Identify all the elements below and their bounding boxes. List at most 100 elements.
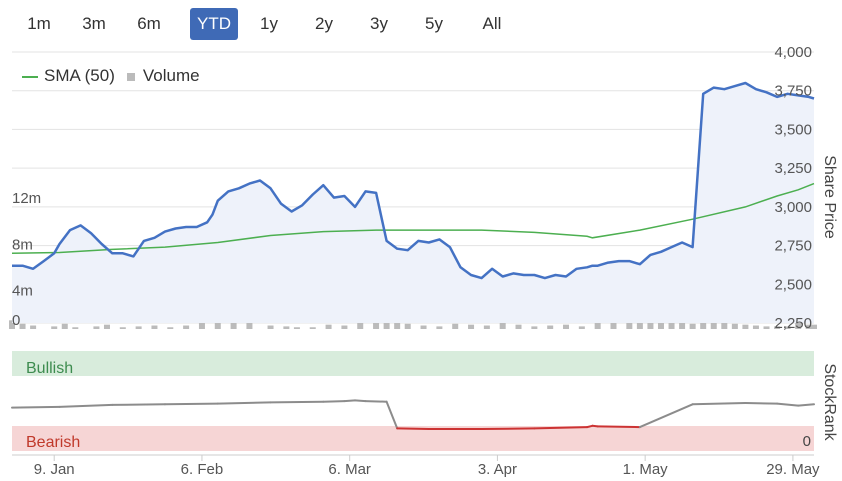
volume-bar [51,326,58,329]
volume-bar [394,320,401,329]
y-tick-label: 3,250 [774,160,812,177]
stockrank-panel: Bullish Bearish 0 StockRank [11,351,838,451]
sma-polyline [11,182,815,255]
volume-bar [9,320,15,329]
volume-bar [404,323,411,329]
volume-tick-label: 4m [12,283,33,300]
bullish-label: Bullish [26,360,73,377]
stockrank-segment [11,405,61,409]
volume-bar [578,326,585,329]
range-button-all[interactable]: All [482,14,502,33]
volume-bar [93,326,100,329]
stockrank-segment [164,402,219,406]
volume-bar [515,324,522,329]
sma-line [11,182,815,255]
stockrank-segment [638,403,694,429]
volume-bar [198,320,205,329]
range-button-1m[interactable]: 1m [27,14,51,33]
volume-bar [420,325,427,329]
range-button-3m[interactable]: 3m [82,14,106,33]
range-button-ytd[interactable]: YTD [190,8,238,40]
stockrank-segment [533,426,589,430]
stockrank-zero-label: 0 [803,433,811,450]
x-tick-label: 1. May [623,461,669,478]
volume-bar [795,322,802,329]
price-polyline [12,81,815,280]
volume-bar [19,323,26,329]
stockrank-segment [322,400,346,403]
stockrank-segment [797,403,815,407]
y-tick-label: 3,500 [774,121,812,138]
price-area [12,83,814,323]
chart-legend: SMA (50) Volume [22,66,212,86]
volume-bar [742,324,749,329]
volume-bar [811,324,817,329]
bearish-band [12,426,814,451]
volume-bar [246,321,253,329]
volume-bar [563,324,570,329]
volume-bar [710,318,717,329]
price-area-fill [12,83,814,323]
volume-bar [103,324,110,329]
volume-bar [30,325,37,329]
volume-tick-label: 12m [12,190,41,207]
stockrank-segment [396,427,430,430]
legend-volume-label: Volume [142,66,200,85]
y-tick-label: 3,000 [774,199,812,216]
volume-bar [547,325,554,329]
y-tick-label: 4,000 [774,44,812,61]
volume-bar [452,323,459,329]
volume-bar [119,327,126,329]
x-tick-label: 3. Apr [478,461,517,478]
y-axis-label: Share Price [821,155,838,239]
volume-bar [135,326,142,329]
stockrank-segment [480,427,536,430]
legend-sma[interactable]: SMA (50) [22,66,115,86]
volume-bar [283,326,290,329]
volume-bar [689,323,696,329]
volume-bar [763,326,770,329]
range-button-5y[interactable]: 5y [425,14,443,33]
volume-bar [774,326,781,329]
volume-bar [151,325,158,329]
range-button-6m[interactable]: 6m [137,14,161,33]
volume-bar [230,322,237,329]
volume-bar [72,327,79,329]
range-button-3y[interactable]: 3y [370,14,388,33]
volume-bar [325,324,332,329]
stockrank-segment [216,401,272,405]
volume-bar [167,327,174,329]
volume-bar [436,326,443,329]
volume-bar [531,326,538,329]
volume-bar [784,326,791,329]
volume-axis-ticks: 12m 8m 4m 0 [12,190,41,329]
volume-bar [183,325,190,329]
stockrank-segment [354,399,367,403]
x-tick-label: 6. Feb [181,461,224,478]
volume-bar [731,323,738,329]
stockrank-segment [58,403,114,408]
sma-swatch [22,75,38,78]
volume-tick-label: 8m [12,236,33,253]
volume-bar [483,325,490,329]
x-tick-label: 29. May [766,461,820,478]
stockrank-axis-label: StockRank [821,363,838,441]
stockrank-segment [776,402,800,407]
y-tick-label: 2,250 [774,315,812,332]
volume-bar [721,322,728,329]
range-button-1y[interactable]: 1y [260,14,278,33]
bullish-band [12,351,814,376]
volume-bar [309,327,316,329]
volume-bar [468,324,475,329]
range-button-2y[interactable]: 2y [315,14,333,33]
stockrank-segment [691,402,747,406]
volume-bar [668,318,675,329]
stockrank-segment [744,402,779,405]
legend-volume[interactable]: Volume [126,66,200,86]
volume-bar [679,322,686,329]
volume-swatch [126,72,135,81]
volume-bar [341,325,348,329]
volume-bar [267,325,274,329]
x-tick-label: 9. Jan [34,461,75,478]
